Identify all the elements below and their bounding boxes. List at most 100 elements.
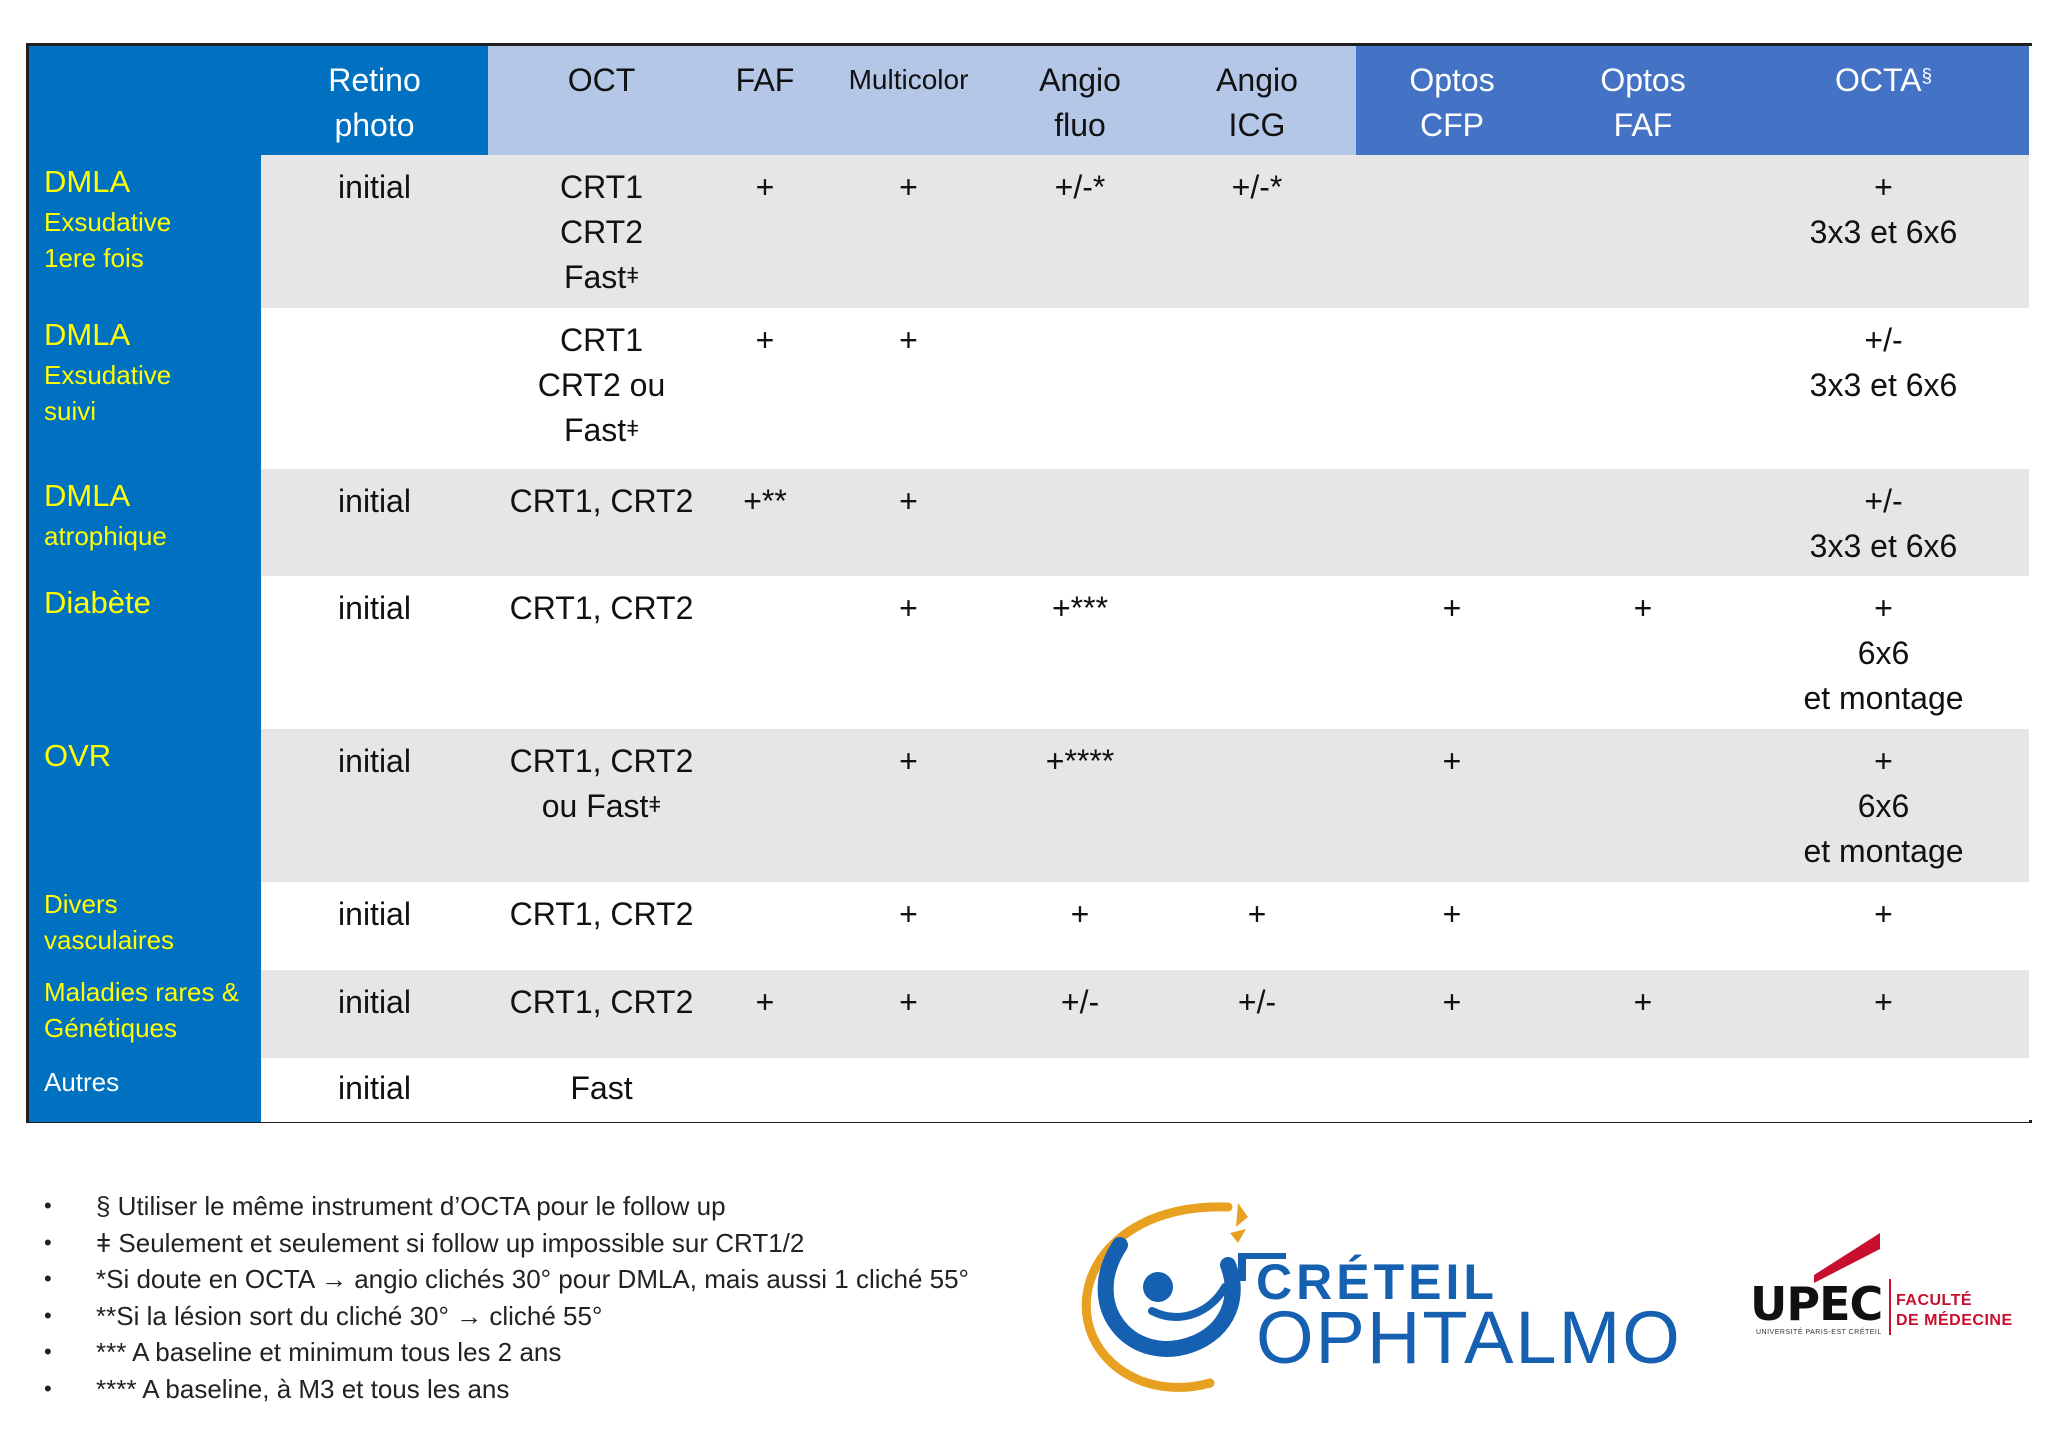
row-label-line: 1ere fois [44,243,144,273]
cell-line: CRT1, CRT2 [488,479,715,524]
cell-optos-cfp [1356,469,1548,576]
cell-text: 3x3 et 6x6 [1809,367,1958,403]
row-label: Diabète [29,576,261,729]
cell-octa: + [1738,970,2029,1058]
header-retino-photo: Retino photo [261,46,488,155]
cell-angio-fluo: + [1002,882,1158,970]
footnote-item: • § Utiliser le même instrument d’OCTA po… [44,1188,1084,1225]
cell-line: CRT1, CRT2 [488,586,715,631]
cell-retino-photo: initial [261,469,488,576]
header-label: FAF [735,62,795,98]
cell-faf: + [715,308,815,469]
cell-text: + [1442,896,1462,932]
row-label: DMLA Exsudative suivi [29,308,261,469]
cell-faf: + [715,155,815,308]
fast-dagger-mark: ǂ [626,263,640,288]
cell-angio-fluo: +/- [1002,970,1158,1058]
header-corner [29,46,261,155]
cell-text: +**** [1045,743,1115,779]
cell-text: +/- [1060,984,1100,1020]
cell-line: + [1738,586,2029,631]
cell-text: +/- [1237,984,1277,1020]
cell-line: CRT2 ou [488,363,715,408]
footnote-text: **** A baseline, à M3 et tous les ans [96,1373,510,1404]
cell-line: CRT1 [488,318,715,363]
row-label-line: suivi [44,396,97,426]
cell-angio-icg [1158,729,1356,882]
cell-text: + [1874,590,1893,626]
cell-text: CRT1, CRT2 [509,984,694,1020]
row-label-line: Exsudative [44,207,172,237]
creteil-ophtalmo-logo: CRÉTEIL OPHTALMO [1060,1195,1700,1395]
cell-optos-cfp [1356,155,1548,308]
cell-line: CRT1 [488,165,715,210]
table-row: DMLA Exsudative suivi CRT1 CRT2 ou Fastǂ + + +/-… [29,308,2032,469]
table-row: DMLA Exsudative 1ere fois initial CRT1 CRT2 Fa… [29,155,2032,308]
cell-text: + [899,322,918,358]
cell-text: + [1633,590,1653,626]
cell-oct: Fast [488,1058,715,1122]
table-row: Divers vasculaires initial CRT1, CRT2 + + + + + [29,882,2032,970]
cell-faf [715,729,815,882]
cell-text: initial [338,169,411,205]
cell-text: ou Fast [541,788,649,824]
cell-optos-faf [1548,308,1738,469]
row-label-line: Maladies rares & [44,977,240,1007]
cell-text: + [899,743,918,779]
cell-angio-icg: +/- [1158,970,1356,1058]
cell-line: et montage [1738,829,2029,874]
footnote-item: • **Si la lésion sort du cliché 30° → cli… [44,1298,1084,1335]
fast-dagger-mark: ǂ [626,416,640,441]
cell-angio-fluo: +*** [1002,576,1158,729]
cell-angio-fluo: +**** [1002,729,1158,882]
cell-angio-fluo: +/-* [1002,155,1158,308]
table-header: Retino photo OCT FAF Multicolor Angio fl… [29,46,2032,155]
cell-oct: CRT1, CRT2 [488,576,715,729]
cell-text: + [1874,743,1893,779]
cell-text: +** [743,483,787,519]
cell-text: +/- [1864,322,1903,358]
header-multicolor: Multicolor [815,46,1002,155]
cell-angio-fluo [1002,308,1158,469]
header-optos-faf: Optos FAF [1548,46,1738,155]
cell-text: Fast [570,1070,633,1106]
cell-optos-faf: + [1548,970,1738,1058]
table-row: DMLA atrophique initial CRT1, CRT2 +** + +/- 3x… [29,469,2032,576]
header-label: CFP [1420,107,1484,143]
cell-multicolor: + [815,469,1002,576]
cell-multicolor: + [815,308,1002,469]
cell-text: Fast [563,412,627,448]
row-label: OVR [29,729,261,882]
cell-text: et montage [1803,833,1964,869]
row-label-line: Exsudative [44,360,172,390]
cell-multicolor: + [815,576,1002,729]
cell-text: CRT2 [560,214,643,250]
cell-octa: +6x6 et montage [1738,576,2029,729]
row-label-line: DMLA [44,317,131,352]
cell-line: CRT1, CRT2 [488,892,715,937]
cell-line: 6x6 [1738,784,2029,829]
cell-text: + [899,984,918,1020]
ophtalmo-word: OPHTALMO [1256,1296,1682,1379]
table-row: Autres initial Fast [29,1058,2032,1122]
cell-octa: + [1738,882,2029,970]
cell-optos-cfp: + [1356,882,1548,970]
bullet-icon: • [44,1302,52,1328]
cell-text: +/-* [1231,169,1283,205]
header-label: ICG [1228,107,1286,143]
footnote-text: *** A baseline et minimum tous les 2 ans [96,1337,562,1367]
bullet-icon: • [44,1193,52,1218]
cell-octa [1738,1058,2029,1122]
cell-text: + [1874,896,1893,932]
cell-line: + [1738,739,2029,784]
header-label: Angio [1039,62,1121,98]
header-optos-cfp: Optos CFP [1356,46,1548,155]
row-label-line: atrophique [44,521,167,551]
cell-line: CRT2 [488,210,715,255]
cell-line: ou Fastǂ [488,784,715,829]
header-label: Optos [1409,62,1495,98]
cell-optos-faf [1548,729,1738,882]
row-label-line: Diabète [44,585,151,620]
cell-line: Fastǂ [488,408,715,453]
cell-optos-faf: + [1548,576,1738,729]
